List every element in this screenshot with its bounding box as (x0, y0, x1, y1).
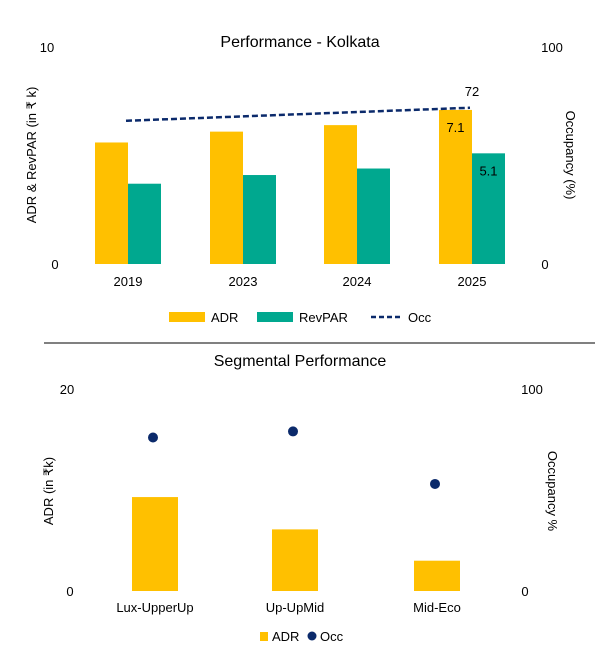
chart1-y-axis-label: ADR & RevPAR (in ₹ k) (24, 87, 39, 224)
x-tick-label: 2024 (343, 274, 372, 289)
adr-bar (439, 109, 472, 265)
chart2-y-min-tick: 0 (66, 584, 73, 599)
chart1-y2-axis-label: Occupancy (%) (563, 111, 578, 200)
adr-bar (324, 125, 357, 265)
chart1-y2-min-tick: 0 (541, 257, 548, 272)
legend2-occ-label: Occ (320, 629, 344, 644)
legend2-adr-swatch (260, 632, 268, 641)
chart-performance-kolkata: Performance - Kolkata 2019 2023 2024 2025 7.… (24, 34, 578, 325)
occ-line (125, 106, 471, 123)
legend-adr-label: ADR (211, 310, 238, 325)
occ-point (430, 478, 440, 489)
x-tick-label: 2019 (114, 274, 143, 289)
occ-point (148, 432, 158, 443)
chart-segmental-performance: Segmental Performance Lux-UpperUp Up-UpMi… (41, 353, 560, 644)
x-tick-label: 2025 (458, 274, 487, 289)
chart2-y2-min-tick: 0 (521, 584, 528, 599)
legend2-adr-label: ADR (272, 629, 299, 644)
chart1-plot-area: 2019 2023 2024 2025 7.1 5.1 72 (95, 84, 505, 289)
occ-data-label: 72 (465, 84, 479, 99)
chart2-y2-max-tick: 100 (521, 382, 543, 397)
revpar-data-label: 5.1 (479, 163, 497, 178)
chart2-title: Segmental Performance (214, 353, 387, 370)
x-tick-label: Lux-UpperUp (116, 600, 193, 615)
chart1-legend: ADR RevPAR Occ (169, 310, 432, 325)
chart1-title: Performance - Kolkata (220, 34, 379, 51)
revpar-bar (128, 183, 161, 264)
chart1-y-max-tick: 10 (40, 40, 54, 55)
chart2-y-max-tick: 20 (60, 382, 74, 397)
adr-bar (414, 560, 460, 591)
chart1-y2-max-tick: 100 (541, 40, 563, 55)
x-tick-label: Up-UpMid (266, 600, 325, 615)
occ-point (288, 426, 298, 437)
chart2-legend: ADR Occ (260, 629, 344, 644)
legend-adr-swatch (169, 312, 205, 322)
chart2-y2-axis-label: Occupancy % (545, 451, 560, 532)
revpar-bar (357, 168, 390, 264)
x-tick-label: 2023 (229, 274, 258, 289)
chart1-y-min-tick: 0 (51, 257, 58, 272)
legend2-occ-swatch (307, 631, 317, 641)
x-tick-label: Mid-Eco (413, 600, 461, 615)
revpar-bar (243, 175, 276, 264)
revpar-bar (472, 153, 505, 264)
adr-bar (210, 131, 243, 264)
adr-data-label: 7.1 (446, 120, 464, 135)
chart2-plot-area: Lux-UpperUp Up-UpMid Mid-Eco (116, 426, 461, 615)
adr-bar (95, 142, 128, 264)
legend-revpar-swatch (257, 312, 293, 322)
adr-bar (132, 497, 178, 591)
legend-occ-label: Occ (408, 310, 432, 325)
adr-bar (272, 529, 318, 591)
chart2-y-axis-label: ADR (in ₹k) (41, 457, 56, 525)
legend-revpar-label: RevPAR (299, 310, 348, 325)
